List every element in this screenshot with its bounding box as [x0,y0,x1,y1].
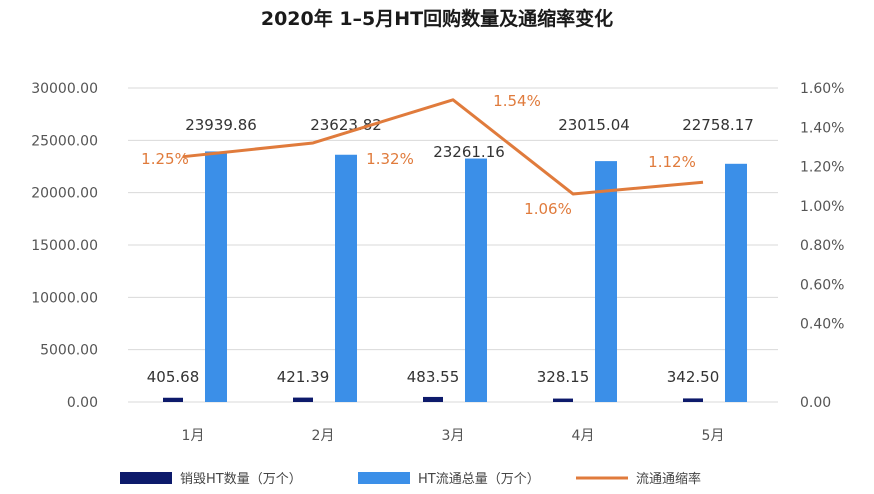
bar-destroyed-ht [553,398,573,402]
bar-destroyed-ht-label: 405.68 [147,368,200,386]
bar-destroyed-ht-label: 483.55 [407,368,460,386]
bar-circulating-ht [595,161,617,402]
bar-destroyed-ht [683,398,703,402]
y-right-tick-label: 1.40% [800,120,844,136]
bar-circulating-ht-label: 23015.04 [558,116,630,134]
line-deflation-rate-label: 1.12% [648,153,696,171]
line-deflation-rate-label: 1.25% [141,150,189,168]
x-tick-label: 3月 [442,428,465,444]
line-deflation-rate [182,98,704,196]
y-left-tick-label: 30000.00 [31,81,98,97]
bar-destroyed-ht-label: 342.50 [667,368,720,386]
bar-circulating-ht [725,163,747,402]
line-deflation-rate-label: 1.54% [493,92,541,110]
bar-circulating-ht-label: 23261.16 [433,143,505,161]
legend-label-destroyed-ht: 销毁HT数量（万个） [180,472,302,487]
y-left-tick-label: 0.00 [67,395,98,411]
legend-swatch-destroyed-ht [120,472,172,484]
x-tick-label: 2月 [312,428,335,444]
bar-destroyed-ht-label: 421.39 [277,368,330,386]
chart-title: 2020年 1–5月HT回购数量及通缩率变化 [260,8,614,30]
x-tick-label: 1月 [182,428,205,444]
y-left-tick-label: 5000.00 [40,343,98,359]
bar-circulating-ht [335,154,357,402]
y-right-tick-label: 0.80% [800,238,844,254]
y-right-tick-label: 1.00% [800,199,844,215]
y-right-tick-label: 0.00 [800,395,831,411]
x-tick-label: 5月 [702,428,725,444]
bar-circulating-ht-label: 23623.82 [310,116,382,134]
legend-swatch-circulating-ht [358,472,410,484]
line-deflation-rate-label: 1.32% [366,150,414,168]
y-left-tick-label: 15000.00 [31,238,98,254]
bar-destroyed-ht-label: 328.15 [537,368,590,386]
y-right-tick-label: 0.40% [800,317,844,333]
y-left-tick-label: 20000.00 [31,186,98,202]
y-right-tick-label: 1.60% [800,81,844,97]
bar-destroyed-ht [163,397,183,402]
bar-circulating-ht [205,151,227,402]
bar-circulating-ht-label: 22758.17 [682,116,754,134]
bar-circulating-ht [465,158,487,402]
line-deflation-rate-label: 1.06% [524,200,572,218]
y-right-tick-label: 1.20% [800,160,844,176]
y-left-tick-label: 10000.00 [31,290,98,306]
legend-label-circulating-ht: HT流通总量（万个） [418,472,540,487]
legend-label-deflation-rate: 流通通缩率 [636,471,701,487]
y-right-tick-label: 0.60% [800,277,844,293]
bar-destroyed-ht [293,397,313,402]
bar-circulating-ht-label: 23939.86 [185,116,257,134]
y-left-tick-label: 25000.00 [31,133,98,149]
x-tick-label: 4月 [572,428,595,444]
bar-destroyed-ht [423,396,443,402]
